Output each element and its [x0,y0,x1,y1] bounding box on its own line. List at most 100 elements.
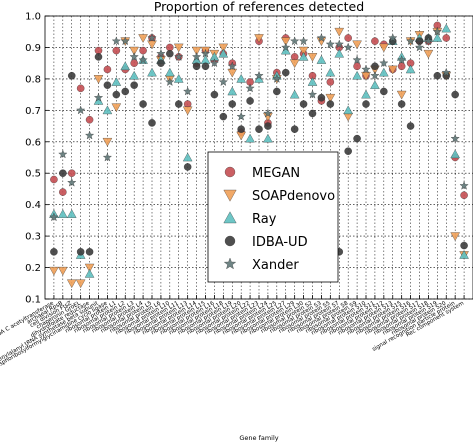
point-xander [236,111,246,121]
point-xander [200,48,211,58]
point-ray [316,55,327,64]
point-idba-ud [219,112,228,121]
point-megan [397,62,406,71]
point-ray [147,67,157,77]
point-soapdenovo [307,53,318,62]
data-points [49,21,469,289]
point-xander [147,33,157,42]
point-soapdenovo [93,75,104,84]
y-tick-label: 0.5 [25,169,41,180]
point-ray [298,52,309,61]
point-xander [388,33,398,42]
point-xander [450,133,460,143]
point-xander [334,39,344,49]
point-xander [397,55,407,64]
point-xander [290,36,300,45]
point-megan [353,62,361,71]
point-idba-ud [353,134,361,143]
point-ray [263,133,273,143]
y-tick-label: 0.7 [25,106,41,117]
point-xander [325,39,335,49]
point-xander [281,42,291,52]
point-xander [156,48,166,58]
point-idba-ud [166,49,174,58]
plot-frame [44,15,473,300]
point-ray [218,48,229,58]
point-idba-ud [397,100,406,108]
x-axis-title: Gene family [239,434,278,442]
point-xander [120,36,130,45]
point-ray [361,89,371,99]
point-ray [245,133,255,143]
point-xander [379,58,389,68]
point-soapdenovo [49,266,59,276]
y-tick-label: 0.6 [25,137,41,148]
point-megan [50,175,58,184]
point-megan [183,100,192,108]
point-xander [227,61,237,71]
legend: MEGAN SOAPdenovo Ray IDBA-UD Xander [207,151,339,283]
point-idba-ud [281,68,290,77]
point-xander [307,89,318,99]
point-soapdenovo [352,40,362,50]
point-megan [76,84,85,93]
point-soapdenovo [325,94,336,103]
point-soapdenovo [450,232,460,241]
point-megan [290,53,299,61]
point-ray [129,70,139,80]
point-idba-ud [210,90,219,99]
point-ray [66,209,77,218]
point-soapdenovo [84,263,95,273]
point-megan [344,34,352,42]
point-idba-ud [246,97,254,105]
point-idba-ud [121,87,130,96]
point-xander [49,212,59,222]
point-xander [85,130,95,140]
point-idba-ud [112,90,121,99]
point-ray [450,149,460,159]
point-idba-ud [94,53,103,61]
point-idba-ud [85,248,94,256]
point-ray [432,33,443,42]
point-ray [84,269,95,278]
point-ray [405,64,416,74]
y-tick-label: 0.3 [25,232,41,243]
point-idba-ud [50,248,58,256]
point-xander [111,36,121,45]
point-ray [334,48,345,58]
point-soapdenovo [111,103,122,112]
point-soapdenovo [227,68,238,78]
point-soapdenovo [396,90,407,100]
point-soapdenovo [334,27,345,37]
legend-label-idba-ud: IDBA-UD [252,235,308,250]
point-soapdenovo [254,34,264,43]
point-idba-ud [308,109,317,118]
chart-title: Proportion of references detected [154,0,364,14]
point-soapdenovo [173,43,184,53]
point-ray [111,77,122,86]
legend-label-ray: Ray [252,212,277,227]
point-idba-ud [371,62,379,71]
point-idba-ud [406,122,415,130]
x-axis-labels: acetyl CoA C acetyltransferasearchaeal R… [0,295,465,373]
point-megan [103,65,112,74]
point-megan [94,46,103,55]
point-xander [299,36,309,45]
point-xander [370,70,380,80]
legend-marker-idba-ud [224,235,236,247]
legend-marker-soapdenovo [223,189,237,202]
point-idba-ud [326,100,335,108]
point-soapdenovo [387,65,398,75]
point-xander [129,52,139,61]
point-ray [58,209,68,218]
point-idba-ud [344,147,352,155]
point-ray [165,67,175,77]
point-soapdenovo [138,34,148,43]
y-tick-label: 0.4 [25,200,41,211]
point-xander [209,58,219,68]
point-megan [166,43,174,52]
point-ray [289,89,300,99]
legend-marker-ray [223,211,237,224]
point-xander [218,77,228,86]
point-soapdenovo [147,40,157,50]
